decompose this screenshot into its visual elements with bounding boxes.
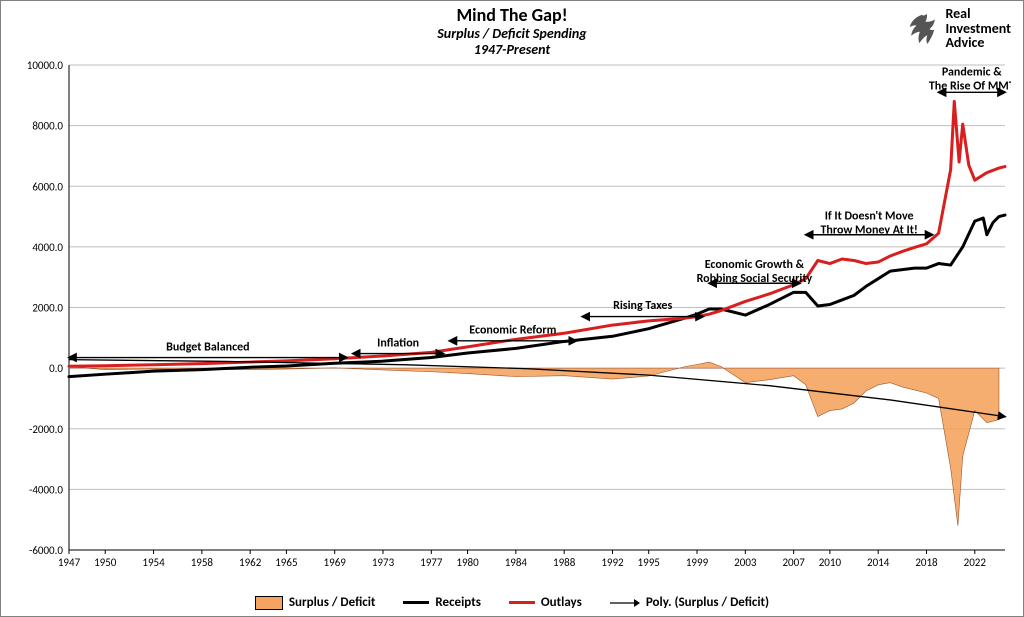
svg-text:Economic Growth &: Economic Growth &	[705, 258, 805, 272]
legend-item-receipts: Receipts	[403, 595, 480, 610]
svg-text:2010: 2010	[819, 556, 842, 569]
svg-text:-4000.0: -4000.0	[29, 483, 63, 496]
svg-text:Robbing Social Security: Robbing Social Security	[697, 272, 813, 286]
chart-svg: -6000.0-4000.0-2000.00.02000.04000.06000…	[13, 61, 1011, 574]
svg-text:If It Doesn't Move: If It Doesn't Move	[825, 210, 914, 224]
svg-text:1954: 1954	[142, 556, 165, 569]
legend-item-surplus: Surplus / Deficit	[255, 595, 376, 610]
legend-item-poly: Poly. (Surplus / Deficit)	[610, 595, 769, 610]
svg-text:8000.0: 8000.0	[32, 120, 63, 133]
eagle-icon	[905, 12, 939, 46]
svg-text:1969: 1969	[324, 556, 347, 569]
svg-text:The Rise Of MMT: The Rise Of MMT	[929, 80, 1011, 94]
svg-text:Economic Reform: Economic Reform	[469, 323, 556, 337]
brand-logo: Real Investment Advice	[905, 7, 1011, 51]
svg-text:6000.0: 6000.0	[32, 180, 63, 193]
legend-item-outlays: Outlays	[509, 595, 582, 610]
legend-label: Surplus / Deficit	[289, 595, 376, 610]
svg-text:0.0: 0.0	[49, 362, 63, 375]
swatch-line-icon	[509, 601, 535, 604]
svg-text:Budget Balanced: Budget Balanced	[166, 341, 249, 355]
svg-text:Throw Money At It!: Throw Money At It!	[820, 224, 917, 238]
swatch-line-icon	[403, 601, 429, 604]
svg-text:1965: 1965	[275, 556, 297, 569]
svg-text:1999: 1999	[686, 556, 709, 569]
svg-text:2022: 2022	[964, 556, 987, 569]
svg-text:1980: 1980	[456, 556, 479, 569]
svg-text:1973: 1973	[372, 556, 395, 569]
svg-text:1992: 1992	[601, 556, 624, 569]
svg-text:2014: 2014	[867, 556, 890, 569]
svg-text:1950: 1950	[94, 556, 117, 569]
svg-text:1995: 1995	[638, 556, 660, 569]
svg-text:1977: 1977	[420, 556, 443, 569]
chart-area: -6000.0-4000.0-2000.00.02000.04000.06000…	[13, 61, 1011, 574]
chart-subtitle-2: 1947-Present	[5, 42, 1019, 58]
svg-text:1984: 1984	[505, 556, 528, 569]
legend-label: Receipts	[435, 595, 480, 610]
brand-line-3: Advice	[945, 34, 984, 51]
swatch-area-icon	[255, 596, 283, 610]
brand-text: Real Investment Advice	[945, 7, 1011, 51]
legend: Surplus / Deficit Receipts Outlays Poly.…	[1, 595, 1023, 610]
legend-label: Poly. (Surplus / Deficit)	[646, 595, 769, 610]
title-block: Mind The Gap! Surplus / Deficit Spending…	[5, 5, 1019, 58]
swatch-trend-icon	[610, 596, 640, 610]
svg-text:-2000.0: -2000.0	[29, 423, 63, 436]
legend-label: Outlays	[541, 595, 582, 610]
svg-text:1958: 1958	[191, 556, 214, 569]
svg-text:2003: 2003	[734, 556, 757, 569]
chart-frame: Mind The Gap! Surplus / Deficit Spending…	[0, 0, 1024, 617]
svg-text:2018: 2018	[915, 556, 938, 569]
svg-text:1947: 1947	[58, 556, 81, 569]
svg-text:Rising Taxes: Rising Taxes	[613, 299, 672, 313]
svg-text:Inflation: Inflation	[377, 336, 419, 350]
svg-text:4000.0: 4000.0	[32, 241, 63, 254]
chart-title: Mind The Gap!	[5, 5, 1019, 26]
svg-text:1988: 1988	[553, 556, 576, 569]
svg-text:10000.0: 10000.0	[27, 61, 64, 72]
svg-text:2000.0: 2000.0	[32, 302, 63, 315]
chart-subtitle-1: Surplus / Deficit Spending	[5, 26, 1019, 42]
svg-text:Pandemic &: Pandemic &	[942, 66, 1002, 80]
svg-text:1962: 1962	[239, 556, 262, 569]
svg-text:2007: 2007	[782, 556, 805, 569]
